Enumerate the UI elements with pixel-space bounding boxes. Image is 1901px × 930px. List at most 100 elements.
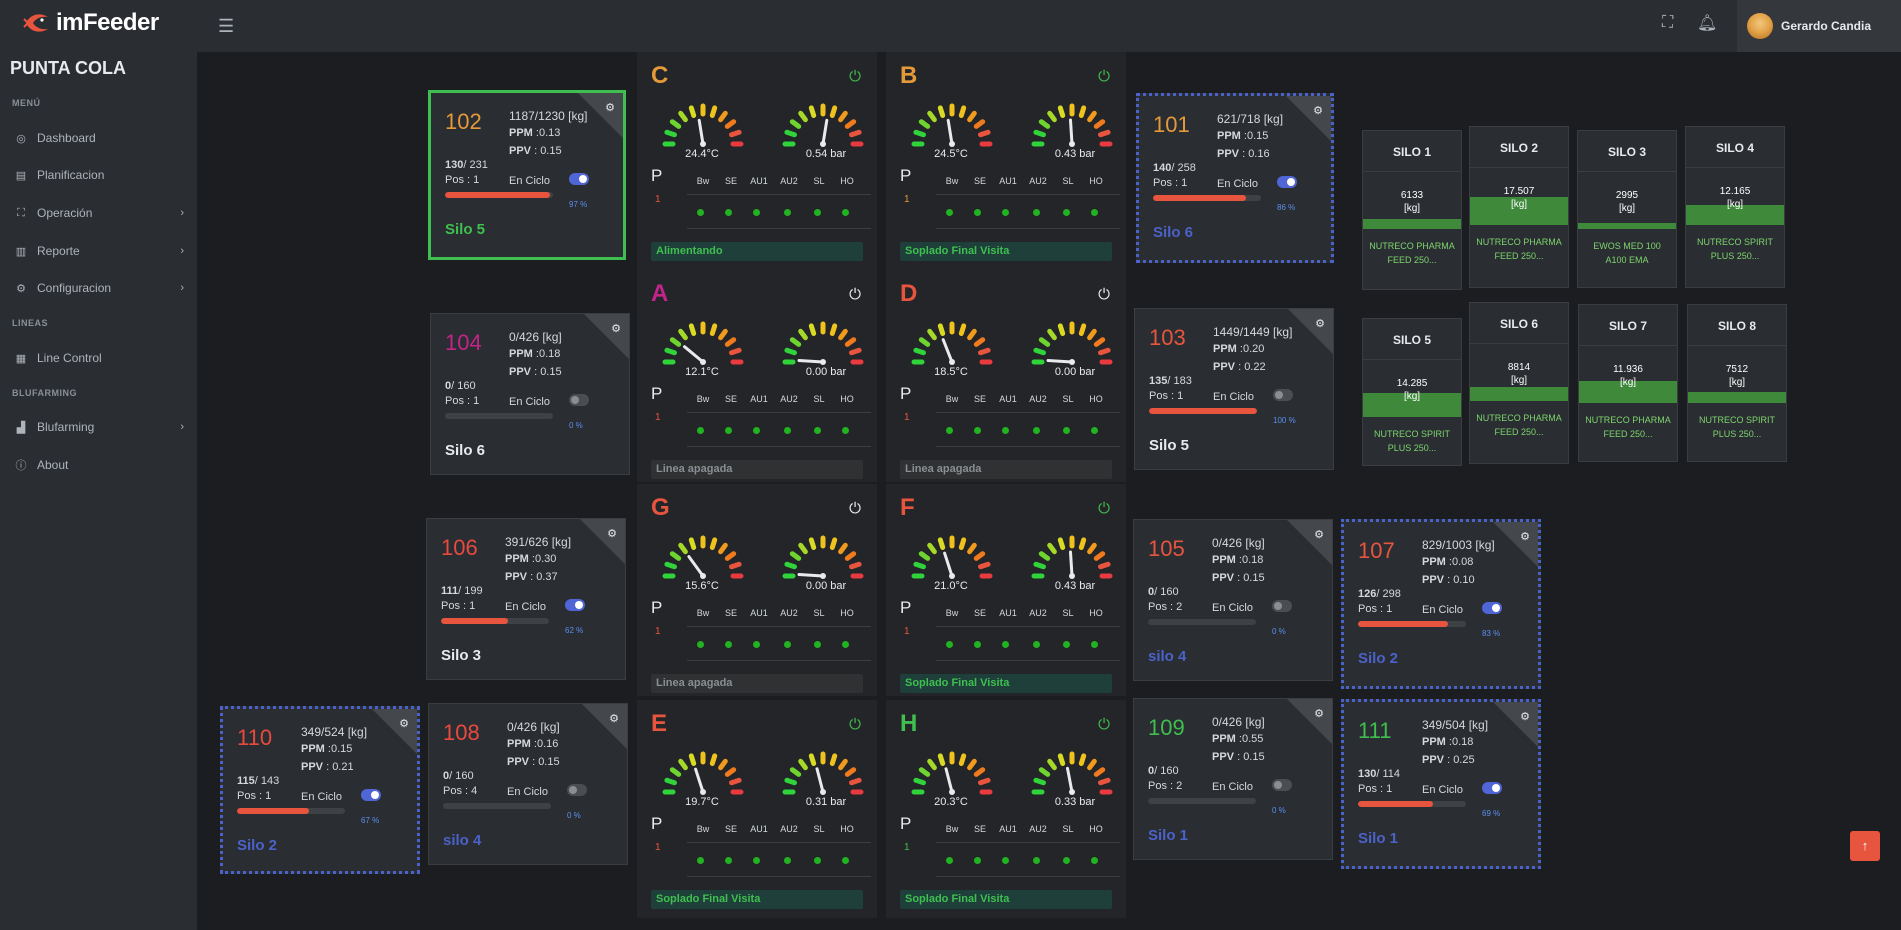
progress-bar [1153,195,1261,201]
cage-card[interactable]: ⚙ 108 0/426 [kg] PPM :0.16 PPV : 0.15 0/… [428,703,628,865]
fullscreen-icon[interactable]: ⛶ [1662,14,1674,31]
cycle-toggle[interactable] [1273,389,1293,401]
cage-position: Pos : 2 [1148,601,1183,613]
cage-card[interactable]: ⚙ 107 829/1003 [kg] PPM :0.08 PPV : 0.10… [1341,519,1541,689]
valve-label: AU2 [780,176,798,186]
dashboard-icon: ◎ [16,132,26,145]
silo-card[interactable]: SILO 5 14.285 [kg] NUTRECO SPIRIT PLUS 25… [1362,318,1462,466]
sidebar-item-reporte[interactable]: ▥ Reporte › [14,239,184,263]
gear-icon[interactable]: ⚙ [399,718,409,730]
silo-card[interactable]: SILO 4 12.165 [kg] NUTRECO SPIRIT PLUS 25… [1685,126,1785,288]
sidebar-item-blufarming[interactable]: ▟ Blufarming › [14,415,184,439]
gear-icon[interactable]: ⚙ [1313,105,1323,117]
valve-status-dot [753,641,760,648]
cage-position: Pos : 1 [1153,177,1188,189]
cage-card[interactable]: ⚙ 111 349/504 [kg] PPM :0.18 PPV : 0.25 … [1341,699,1541,869]
sidebar-item-planificacion[interactable]: ▤ Planificacion [14,163,184,187]
valve-headers: Bw SE AU1 AU2 SL HO [938,394,1120,408]
gear-icon[interactable]: ⚙ [1520,711,1530,723]
silo-card[interactable]: SILO 3 2995 [kg] EWOS MED 100 A100 EMA [1577,130,1677,288]
valve-label: AU1 [750,824,768,834]
line-panel: F ⏻ 21.0°C 0.43 bar P 1 Bw SE AU1 AU2 SL HO S… [886,484,1126,696]
logo[interactable]: imFeeder [22,8,159,38]
power-icon[interactable]: ⏻ [1098,500,1110,517]
cage-kg: 0/426 [kg] [507,720,560,734]
gear-icon[interactable]: ⚙ [1315,318,1325,330]
cycle-toggle[interactable] [1482,602,1502,614]
cycle-toggle[interactable] [361,789,381,801]
gear-icon[interactable]: ⚙ [607,528,617,540]
silo-value: 11.936 [kg] [1613,364,1643,388]
power-icon[interactable]: ⏻ [849,500,861,517]
cage-ppm: PPM :0.08 [1422,556,1474,568]
cage-card[interactable]: ⚙ 109 0/426 [kg] PPM :0.55 PPV : 0.15 0/… [1133,698,1333,860]
silo-name: SILO 5 [1392,333,1431,347]
cage-card[interactable]: ⚙ 105 0/426 [kg] PPM :0.18 PPV : 0.15 0/… [1133,519,1333,681]
power-icon[interactable]: ⏻ [849,68,861,85]
line-letter: H [900,710,918,737]
cycle-toggle[interactable] [1277,176,1297,188]
cage-ppm: PPM :0.18 [1422,736,1474,748]
cage-card[interactable]: ⚙ 106 391/626 [kg] PPM :0.30 PPV : 0.37 … [426,518,626,680]
card-corner [580,519,625,564]
cycle-toggle[interactable] [565,599,585,611]
cage-kg: 1187/1230 [kg] [509,109,588,123]
cycle-toggle[interactable] [567,784,587,796]
sidebar-item-operacion[interactable]: ⛶ Operación › [14,201,184,225]
cycle-toggle[interactable] [569,173,589,185]
gear-icon[interactable]: ⚙ [605,102,615,114]
sidebar-item-about[interactable]: ⓘ About [14,453,184,477]
cycle-toggle[interactable] [1482,782,1502,794]
sidebar-item-dashboard[interactable]: ◎ Dashboard [14,126,184,150]
cage-position: Pos : 2 [1148,780,1183,792]
cycle-toggle[interactable] [1272,779,1292,791]
cage-number: 103 [1149,325,1186,350]
gear-icon[interactable]: ⚙ [609,713,619,725]
valve-status-dot [946,427,953,434]
power-icon[interactable]: ⏻ [1098,716,1110,733]
sidebar-item-configuracion[interactable]: ⚙ Configuracion › [14,276,184,300]
power-icon[interactable]: ⏻ [1098,286,1110,303]
progress-bar [1148,619,1256,625]
line-state: Linea apagada [900,460,1112,479]
power-icon[interactable]: ⏻ [849,716,861,733]
silo-name: SILO 3 [1607,145,1646,159]
gear-icon[interactable]: ⚙ [1314,529,1324,541]
progress-percent: 97 % [569,200,588,209]
cage-position: Pos : 4 [443,785,478,797]
silo-card[interactable]: SILO 2 17.507 [kg] NUTRECO PHARMA FEED 25… [1469,126,1569,288]
gear-icon[interactable]: ⚙ [1314,708,1324,720]
cycle-label: En Ciclo [1213,391,1254,403]
blufarming-icon: ▟ [16,421,26,434]
sidebar-item-line-control[interactable]: ▦ Line Control [14,346,184,370]
silo-card[interactable]: SILO 1 6133 [kg] NUTRECO PHARMA FEED 250.… [1362,130,1462,290]
gear-icon[interactable]: ⚙ [611,323,621,335]
user-menu[interactable]: Gerardo Candia [1737,0,1901,52]
cycle-toggle[interactable] [1272,600,1292,612]
line-panel: G ⏻ 15.6°C 0.00 bar P 1 Bw SE AU1 AU2 SL HO L… [637,484,877,696]
line-state: Soplado Final Visita [900,242,1112,261]
silo-card[interactable]: SILO 8 7512 [kg] NUTRECO SPIRIT PLUS 250.… [1687,304,1787,462]
scroll-top-button[interactable]: ↑ [1850,831,1880,861]
line-panel: A ⏻ 12.1°C 0.00 bar P 1 Bw SE AU1 AU2 SL HO L… [637,270,877,482]
valve-label: AU2 [1029,394,1047,404]
power-icon[interactable]: ⏻ [1098,68,1110,85]
gear-icon[interactable]: ⚙ [1520,531,1530,543]
menu-toggle-icon[interactable]: ☰ [218,16,235,36]
silo-card[interactable]: SILO 6 8814 [kg] NUTRECO PHARMA FEED 250.… [1469,302,1569,464]
cage-card[interactable]: ⚙ 110 349/524 [kg] PPM :0.15 PPV : 0.21 … [220,706,420,874]
pump-label: P [651,814,663,833]
cage-card[interactable]: ⚙ 101 621/718 [kg] PPM :0.15 PPV : 0.16 … [1136,93,1334,263]
progress-bar [1148,798,1256,804]
cycle-toggle[interactable] [569,394,589,406]
pump-value: 1 [655,626,661,637]
pump-value: 1 [904,194,910,205]
power-icon[interactable]: ⏻ [849,286,861,303]
cage-card[interactable]: ⚙ 104 0/426 [kg] PPM :0.18 PPV : 0.15 0/… [430,313,630,475]
bell-icon[interactable]: 🔔︎ [1697,15,1718,32]
cage-card[interactable]: ⚙ 103 1449/1449 [kg] PPM :0.20 PPV : 0.2… [1134,308,1334,470]
cage-card[interactable]: ⚙ 102 1187/1230 [kg] PPM :0.13 PPV : 0.1… [428,90,626,260]
silo-card[interactable]: SILO 7 11.936 [kg] NUTRECO PHARMA FEED 25… [1578,304,1678,462]
valve-status-dot [1033,857,1040,864]
pump-label: P [900,598,912,617]
